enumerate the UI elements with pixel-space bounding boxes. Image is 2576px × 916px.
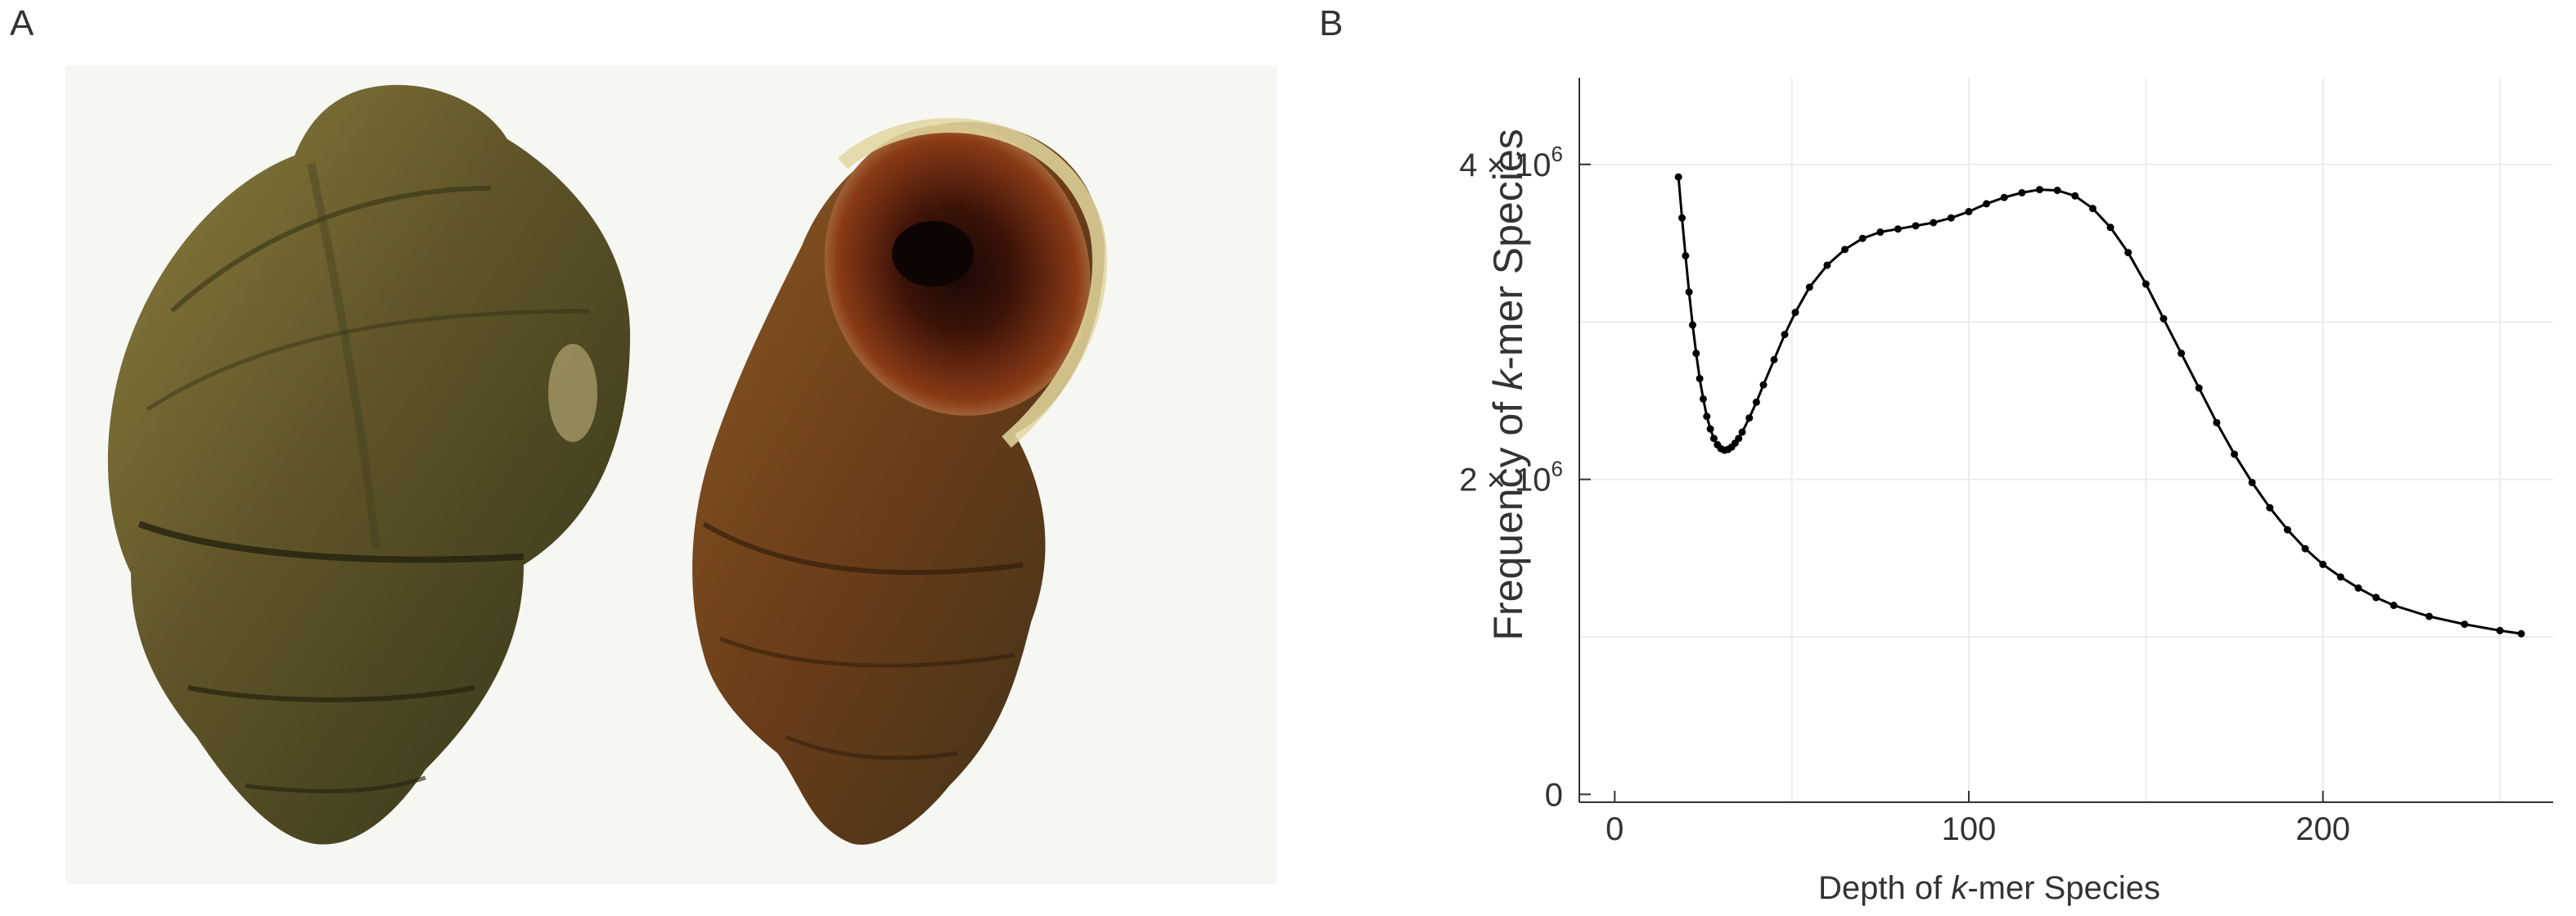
data-point — [1965, 208, 1973, 216]
x-axis-label: Depth of k-mer Species — [1818, 870, 2160, 906]
data-point — [1709, 435, 1718, 443]
right-shell — [692, 118, 1107, 845]
data-point — [2071, 192, 2079, 200]
y-tick-label: 2 × 106 — [1459, 457, 1563, 499]
data-point — [2425, 612, 2434, 620]
data-point — [1791, 309, 1799, 317]
data-point — [1841, 246, 1849, 254]
snail-shells-photo — [65, 65, 1277, 884]
data-point — [2088, 205, 2096, 213]
data-point — [2106, 223, 2114, 232]
data-point — [2336, 573, 2344, 581]
data-point — [1745, 414, 1754, 422]
data-point — [1678, 214, 1686, 222]
data-point — [2195, 384, 2203, 392]
data-point — [2159, 314, 2168, 323]
y-tick-label: 0 — [1545, 777, 1563, 813]
data-point — [1947, 214, 1955, 222]
y-axis-label: Frequency of k-mer Species — [1485, 129, 1531, 640]
data-point — [1759, 381, 1768, 389]
data-point — [1688, 321, 1696, 329]
data-point — [1674, 173, 1682, 181]
panel-label-b: B — [1319, 3, 1344, 43]
data-point — [2053, 187, 2061, 195]
data-point — [1738, 428, 1746, 436]
panel-label-a: A — [10, 3, 34, 43]
data-point — [1770, 355, 1778, 363]
data-point — [1703, 413, 1711, 421]
data-point — [1876, 228, 1885, 237]
data-point — [2036, 186, 2044, 194]
x-axis-ticks: 0 100 200 — [1605, 791, 2350, 847]
data-point — [2018, 188, 2026, 196]
data-point — [1692, 350, 1700, 358]
data-point — [2517, 629, 2525, 638]
data-point — [1682, 251, 1690, 259]
data-point — [2266, 503, 2274, 512]
data-point — [2248, 478, 2256, 486]
data-point — [2354, 584, 2362, 592]
data-point — [1912, 222, 1920, 230]
data-point — [2389, 602, 2398, 610]
data-point — [1823, 261, 1831, 269]
data-point — [2283, 526, 2291, 534]
data-point — [1781, 331, 1789, 339]
data-point — [1930, 219, 1938, 227]
x-tick-label: 0 — [1605, 811, 1624, 847]
data-point — [1706, 425, 1714, 433]
data-point — [1735, 435, 1743, 443]
data-point — [2213, 418, 2221, 426]
data-point — [1983, 200, 1991, 208]
data-point — [1805, 283, 1813, 291]
data-point — [1894, 225, 1902, 233]
data-point — [1696, 374, 1704, 382]
plot-frame — [1578, 78, 2553, 803]
data-point — [1685, 288, 1693, 296]
series-depth-frequency — [1674, 173, 2525, 638]
grid — [1579, 78, 2553, 802]
x-tick-label: 100 — [1942, 811, 1997, 847]
data-point — [2301, 544, 2309, 553]
data-point — [2461, 620, 2469, 629]
data-point — [1699, 395, 1707, 403]
left-shell — [107, 84, 630, 845]
data-point — [2231, 450, 2239, 458]
data-point — [2124, 249, 2132, 257]
y-axis-ticks: 0 2 × 106 4 × 106 — [1459, 142, 1591, 813]
data-point — [2141, 280, 2150, 288]
data-point — [2177, 350, 2186, 358]
y-tick-label: 4 × 106 — [1459, 142, 1563, 183]
kmer-frequency-chart: 0 2 × 106 4 × 106 0 100 200 Depth of k-mer S… — [1459, 78, 2553, 906]
data-point — [1858, 234, 1867, 242]
data-point — [1752, 398, 1760, 406]
x-tick-label: 200 — [2295, 811, 2350, 847]
data-point — [2319, 560, 2327, 568]
data-point — [2372, 593, 2380, 602]
data-point — [2496, 626, 2504, 634]
series-line — [1677, 177, 2522, 635]
data-point — [2000, 193, 2008, 201]
